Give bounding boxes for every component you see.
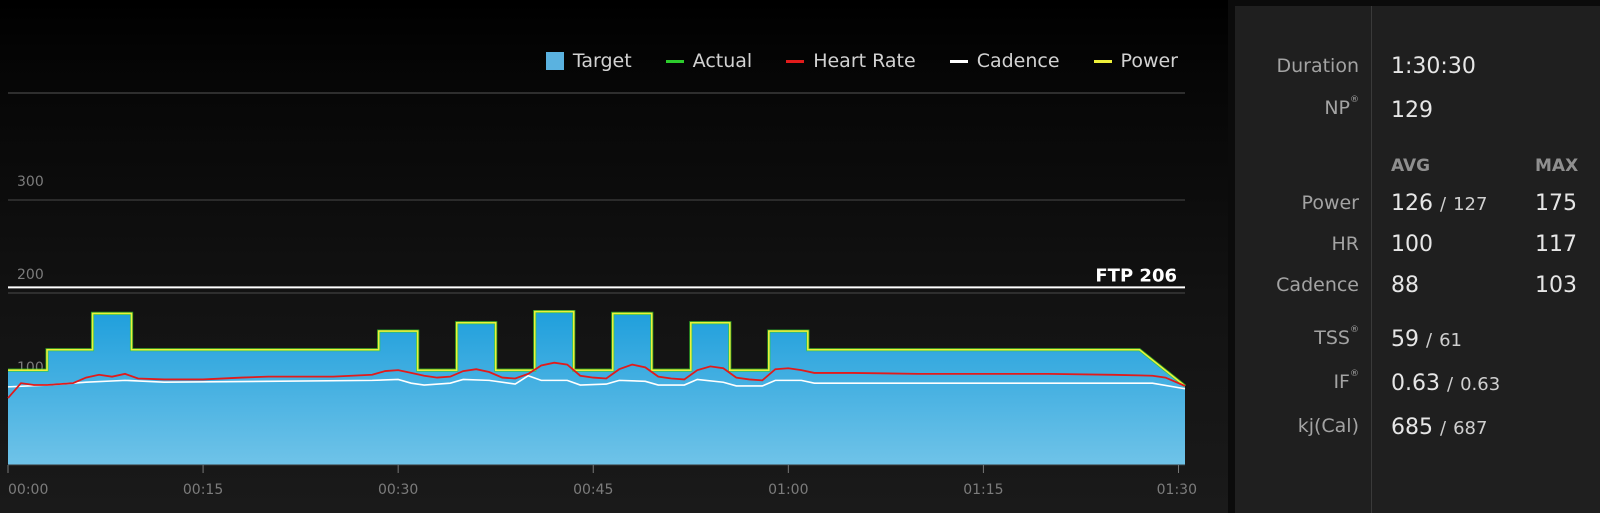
- legend-label-cadence: Cadence: [976, 50, 1060, 72]
- if-label: IF®: [1333, 369, 1359, 393]
- legend-swatch-actual: [665, 59, 684, 63]
- cadence-max-value: 103: [1535, 273, 1577, 298]
- x-tick-label-5: 01:15: [963, 482, 1003, 498]
- legend-label-actual: Actual: [692, 50, 753, 72]
- kj-value: 685 / 687: [1391, 415, 1487, 440]
- np-label-text: NP: [1324, 97, 1350, 119]
- kj-slash: /: [1440, 418, 1447, 439]
- x-tick-label-1: 00:15: [183, 482, 223, 498]
- power-avg-value: 126 / 127: [1391, 191, 1487, 216]
- power-avg-secondary: 127: [1453, 194, 1488, 215]
- legend-item-power[interactable]: Power: [1093, 50, 1178, 72]
- if-registered-mark: ®: [1350, 369, 1359, 379]
- power-avg: 126: [1391, 191, 1433, 216]
- y-tick-label-200: 200: [17, 267, 44, 283]
- kj-secondary: 687: [1453, 418, 1488, 439]
- np-registered-mark: ®: [1350, 95, 1359, 105]
- if-value: 0.63 / 0.63: [1391, 371, 1500, 396]
- x-tick-label-0: 00:00: [8, 482, 48, 498]
- tss-secondary: 61: [1439, 330, 1462, 351]
- legend-item-cadence[interactable]: Cadence: [949, 50, 1060, 72]
- legend-label-heart-rate: Heart Rate: [813, 50, 916, 72]
- summary-divider: [1371, 6, 1372, 513]
- power-line: [8, 310, 1186, 387]
- legend-swatch-cadence: [949, 59, 968, 63]
- np-value: 129: [1391, 98, 1433, 123]
- power-label: Power: [1301, 192, 1359, 214]
- legend-swatch-power: [1093, 59, 1112, 63]
- np-label: NP®: [1324, 95, 1359, 119]
- legend-label-target: Target: [572, 50, 632, 72]
- cadence-avg-value: 88: [1391, 273, 1419, 298]
- x-tick-label-4: 01:00: [768, 482, 808, 498]
- legend-item-heart-rate[interactable]: Heart Rate: [786, 50, 916, 72]
- duration-label: Duration: [1276, 55, 1359, 77]
- summary-panel: Duration 1:30:30 NP® 129 AVG MAX Power 1…: [1235, 6, 1600, 513]
- y-tick-label-300: 300: [17, 174, 44, 190]
- legend-label-power: Power: [1120, 50, 1178, 72]
- if-secondary: 0.63: [1460, 374, 1501, 395]
- hr-max-value: 117: [1535, 232, 1577, 257]
- tss-value: 59 / 61: [1391, 327, 1462, 352]
- heart-rate-line: [7, 361, 1186, 399]
- tss-registered-mark: ®: [1350, 325, 1359, 335]
- chart-legend: Target Actual Heart Rate Cadence Power: [545, 50, 1178, 72]
- cadence-line: [7, 374, 1186, 390]
- if-label-text: IF: [1333, 371, 1350, 393]
- tss-primary: 59: [1391, 327, 1419, 352]
- kj-primary: 685: [1391, 415, 1433, 440]
- cadence-label: Cadence: [1276, 274, 1359, 296]
- hr-avg-value: 100: [1391, 232, 1433, 257]
- kj-label: kj(Cal): [1297, 415, 1359, 437]
- legend-swatch-target: [545, 52, 564, 70]
- x-tick-label-3: 00:45: [573, 482, 613, 498]
- duration-value: 1:30:30: [1391, 54, 1476, 79]
- if-slash: /: [1446, 374, 1454, 395]
- power-max-value: 175: [1535, 191, 1577, 216]
- legend-swatch-heart-rate: [786, 59, 805, 63]
- hr-label: HR: [1331, 233, 1360, 255]
- target-area: [8, 311, 1185, 465]
- x-tick-label-2: 00:30: [378, 482, 418, 498]
- power-slash: /: [1440, 194, 1447, 215]
- ftp-label: FTP 206: [1095, 265, 1177, 286]
- x-tick-label-6: 01:30: [1157, 482, 1197, 498]
- max-column-header: MAX: [1535, 156, 1579, 176]
- tss-label-text: TSS: [1314, 327, 1350, 349]
- tss-slash: /: [1426, 330, 1433, 351]
- if-primary: 0.63: [1391, 371, 1440, 396]
- tss-label: TSS®: [1314, 325, 1359, 349]
- chart-panel: 100 200 300 FTP 206 00:00 00:15 00:30 00:45 01…: [0, 0, 1228, 513]
- legend-item-target[interactable]: Target: [545, 50, 632, 72]
- legend-item-actual[interactable]: Actual: [665, 50, 753, 72]
- avg-column-header: AVG: [1391, 156, 1431, 176]
